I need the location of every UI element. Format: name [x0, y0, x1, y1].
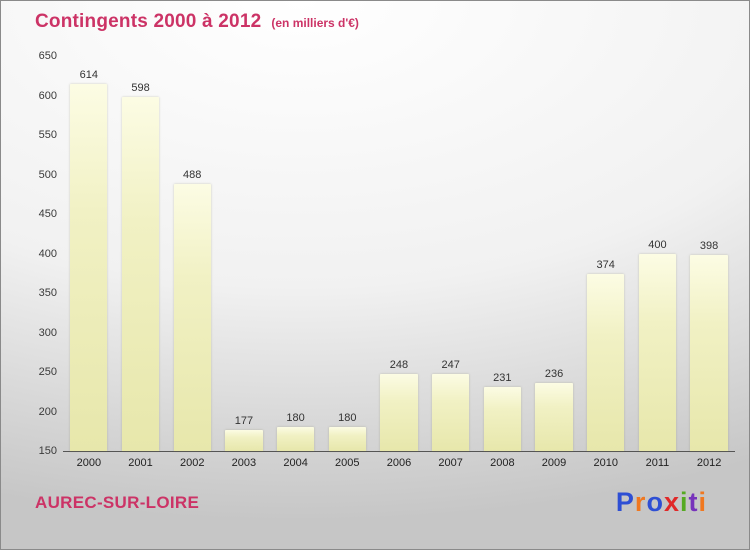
bar [121, 97, 160, 451]
place-name: AUREC-SUR-LOIRE [35, 493, 200, 512]
bar [328, 427, 366, 451]
chart-subtitle: (en milliers d'€) [271, 16, 359, 30]
bar-slot: 598 [115, 56, 167, 451]
bar-slot: 248 [373, 56, 425, 451]
y-tick-label: 400 [38, 247, 57, 260]
bar-value-label: 231 [493, 372, 512, 384]
y-tick-label: 500 [38, 168, 57, 181]
x-tick-label: 2000 [76, 457, 102, 469]
x-axis: 2000 2001 2002 2003 2004 2005 2006 2007 2008 2009… [63, 457, 735, 469]
logo-letter: r [634, 487, 647, 517]
y-tick-label: 350 [38, 287, 57, 299]
bar-value-label: 180 [286, 412, 305, 425]
bar-value-label: 598 [131, 82, 150, 95]
bar-slot: 231 [477, 56, 529, 451]
x-tick-label: 2008 [490, 457, 515, 469]
bar-slot: 614 [63, 56, 115, 451]
bar [535, 383, 573, 451]
bar [690, 255, 728, 451]
bar-value-label: 248 [389, 358, 409, 371]
y-tick-label: 200 [38, 405, 57, 418]
bar-value-label: 247 [441, 359, 460, 372]
y-tick-label: 650 [38, 50, 57, 62]
x-tick-label: 2012 [696, 457, 722, 469]
logo-letter: x [663, 487, 680, 517]
x-tick-label: 2002 [179, 457, 205, 469]
bar-slot: 400 [632, 56, 684, 451]
y-tick-label: 250 [38, 366, 57, 378]
bar-value-label: 177 [234, 414, 254, 427]
bar-value-label: 236 [544, 368, 564, 381]
bar-slot: 236 [528, 56, 580, 451]
bar [70, 84, 108, 451]
x-tick-label: 2011 [645, 457, 670, 469]
bar-slot: 398 [683, 56, 735, 451]
y-tick-label: 550 [38, 129, 57, 141]
bar-value-label: 488 [183, 169, 202, 181]
bar-value-label: 400 [648, 238, 667, 251]
bar-slot: 177 [218, 56, 270, 451]
logo-letter: P [615, 487, 635, 517]
bar-slot: 180 [270, 56, 322, 451]
plot-area: 614 598 488 177 180 180 248 247 231 236 374 400 398 [63, 56, 735, 452]
chart-header: Contingents 2000 à 2012 (en milliers d'€) [35, 11, 359, 33]
bar [483, 387, 521, 451]
x-tick-label: 2010 [593, 457, 618, 469]
y-tick-label: 450 [38, 208, 57, 220]
bar [432, 374, 470, 451]
y-tick-label: 300 [38, 326, 57, 339]
y-tick-label: 600 [38, 89, 57, 102]
bar [173, 184, 211, 451]
bar [380, 373, 418, 451]
y-tick-label: 150 [38, 445, 57, 457]
proxiti-logo: Proxiti [616, 487, 707, 518]
bar [276, 427, 315, 451]
bar-slot: 374 [580, 56, 632, 451]
logo-letter: t [688, 487, 699, 517]
x-tick-label: 2003 [231, 457, 257, 469]
bar [638, 253, 676, 451]
bar-slot: 247 [425, 56, 477, 451]
x-tick-label: 2007 [438, 457, 463, 469]
x-tick-label: 2004 [283, 457, 308, 469]
logo-letter: i [698, 487, 707, 517]
bar-slot: 180 [321, 56, 373, 451]
bar-value-label: 398 [699, 240, 719, 253]
x-tick-label: 2009 [541, 457, 567, 469]
bar-value-label: 374 [596, 259, 615, 271]
x-tick-label: 2005 [335, 457, 360, 469]
bar-value-label: 614 [79, 69, 99, 82]
bar-value-label: 180 [338, 412, 357, 425]
bar [225, 429, 263, 451]
logo-letter: o [646, 487, 664, 517]
logo-letter: i [679, 487, 689, 517]
bar-slot: 488 [166, 56, 218, 451]
x-tick-label: 2006 [386, 457, 412, 469]
x-tick-label: 2001 [128, 457, 153, 469]
bar [587, 274, 625, 451]
bar-series: 614 598 488 177 180 180 248 247 231 236 374 400 398 [63, 56, 735, 451]
chart-title: Contingents 2000 à 2012 [35, 11, 262, 32]
